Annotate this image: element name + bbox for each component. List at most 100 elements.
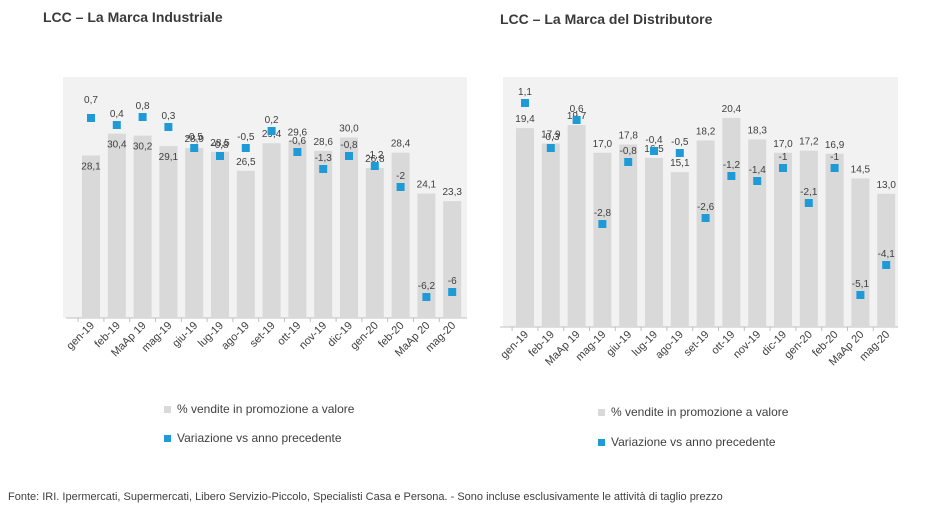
bar-right (851, 178, 870, 327)
marker-right (779, 164, 787, 172)
x-tick-label-left: set-19 (248, 320, 278, 350)
x-tick-label-right: nov-19 (731, 329, 763, 361)
bar-left (417, 193, 436, 318)
bar-label-left: 29,1 (159, 152, 179, 163)
bar-label-right: 17,9 (541, 130, 561, 141)
marker-label-right: 0,6 (570, 104, 584, 115)
marker-label-right: -5,1 (852, 279, 870, 290)
marker-label-right: -2,1 (800, 187, 818, 198)
marker-right (521, 99, 529, 107)
bar-right (619, 144, 638, 327)
marker-left (345, 152, 353, 160)
bar-left (314, 150, 333, 318)
bar-label-right: 17,0 (593, 139, 613, 150)
legend-item-markers-left: Variazione vs anno precedente (164, 431, 342, 445)
chart-title-right: LCC – La Marca del Distributore (500, 11, 713, 27)
bar-label-right: 20,4 (722, 104, 742, 115)
marker-left (448, 288, 457, 296)
marker-swatch (164, 435, 171, 443)
chart-title-left: LCC – La Marca Industriale (43, 9, 223, 25)
marker-right (804, 199, 813, 207)
bar-right (541, 143, 560, 327)
marker-label-left: -0,8 (211, 140, 229, 151)
x-tick-label-right: gen-20 (782, 329, 815, 362)
bar-left (391, 152, 410, 318)
bar-swatch (598, 409, 605, 417)
marker-label-left: -1,2 (366, 150, 384, 161)
marker-label-right: -0,3 (542, 132, 560, 143)
bar-left (236, 170, 255, 318)
marker-label-right: -1 (830, 152, 839, 163)
bar-left (365, 167, 384, 318)
marker-label-left: -0,5 (186, 132, 204, 143)
marker-label-left: -0,5 (237, 132, 255, 143)
bar-right (825, 153, 844, 327)
bar-label-left: 26,5 (236, 157, 256, 168)
bar-label-left: 24,1 (417, 180, 437, 191)
bar-left (107, 133, 126, 318)
x-tick-label-right: ago-19 (653, 329, 686, 362)
bar-label-left: 28,4 (391, 139, 411, 150)
bar-label-right: 15,1 (670, 158, 690, 169)
marker-right (675, 149, 684, 157)
marker-left (396, 183, 405, 191)
x-tick-label-right: set-19 (682, 329, 712, 359)
legend-item-markers-right: Variazione vs anno precedente (598, 435, 776, 449)
bar-left (211, 151, 229, 318)
bar-label-left: 30,4 (107, 140, 127, 151)
bar-label-right: 14,5 (851, 164, 871, 175)
x-tick-label-left: ago-19 (219, 320, 252, 353)
marker-label-left: -6,2 (418, 281, 436, 292)
marker-label-left: 0,2 (265, 115, 279, 126)
marker-left (190, 144, 199, 152)
legend-label-bars-left: % vendite in promozione a valore (177, 402, 355, 416)
marker-label-left: -0,8 (340, 140, 358, 151)
marker-label-right: -0,5 (671, 137, 689, 148)
marker-label-right: -1 (779, 152, 788, 163)
legend-item-bars-left: % vendite in promozione a valore (164, 402, 354, 416)
x-tick-label-left: nov-19 (297, 320, 329, 352)
bar-right (774, 152, 792, 327)
bar-label-left: 28,5 (210, 138, 230, 149)
marker-right (856, 291, 865, 299)
marker-right (624, 158, 633, 166)
legend-label-bars-right: % vendite in promozione a valore (611, 405, 789, 419)
x-tick-label-left: gen-19 (64, 320, 97, 353)
bar-label-right: 19,4 (515, 114, 535, 125)
marker-label-left: -0,6 (289, 136, 307, 147)
bar-label-right: 17,2 (799, 137, 819, 148)
marker-label-right: -4,1 (878, 249, 896, 260)
marker-left (267, 127, 276, 135)
bar-left (340, 137, 358, 318)
bar-label-left: 29,6 (288, 127, 308, 138)
marker-right (701, 214, 710, 222)
marker-label-right: -0,8 (620, 146, 638, 157)
bar-left (262, 143, 281, 318)
x-tick-label-right: giu-19 (604, 329, 634, 359)
marker-left (138, 113, 147, 121)
bar-label-left: 23,3 (442, 187, 462, 198)
bar-label-right: 16,9 (825, 140, 845, 151)
marker-left (241, 144, 250, 152)
marker-right (650, 147, 658, 155)
bar-right (567, 125, 586, 327)
marker-right (727, 172, 736, 180)
bar-label-left: 28,1 (81, 162, 101, 173)
marker-label-left: 0,4 (110, 109, 124, 120)
marker-label-right: -2,6 (697, 202, 715, 213)
legend-item-bars-right: % vendite in promozione a valore (598, 405, 788, 419)
bar-label-left: 30,2 (133, 142, 153, 153)
marker-label-left: 0,3 (161, 111, 175, 122)
marker-label-right: -2,8 (594, 208, 612, 219)
bar-right (516, 128, 534, 327)
marker-left (319, 165, 328, 173)
legend-label-markers-left: Variazione vs anno precedente (177, 431, 342, 445)
marker-label-right: -1,4 (749, 165, 767, 176)
marker-right (598, 220, 607, 228)
marker-left (370, 162, 379, 170)
bar-right (696, 140, 715, 327)
bar-label-left: 30,0 (339, 124, 359, 135)
bar-left (159, 146, 178, 318)
bar-left (82, 155, 100, 318)
x-tick-label-left: gen-20 (348, 320, 381, 353)
